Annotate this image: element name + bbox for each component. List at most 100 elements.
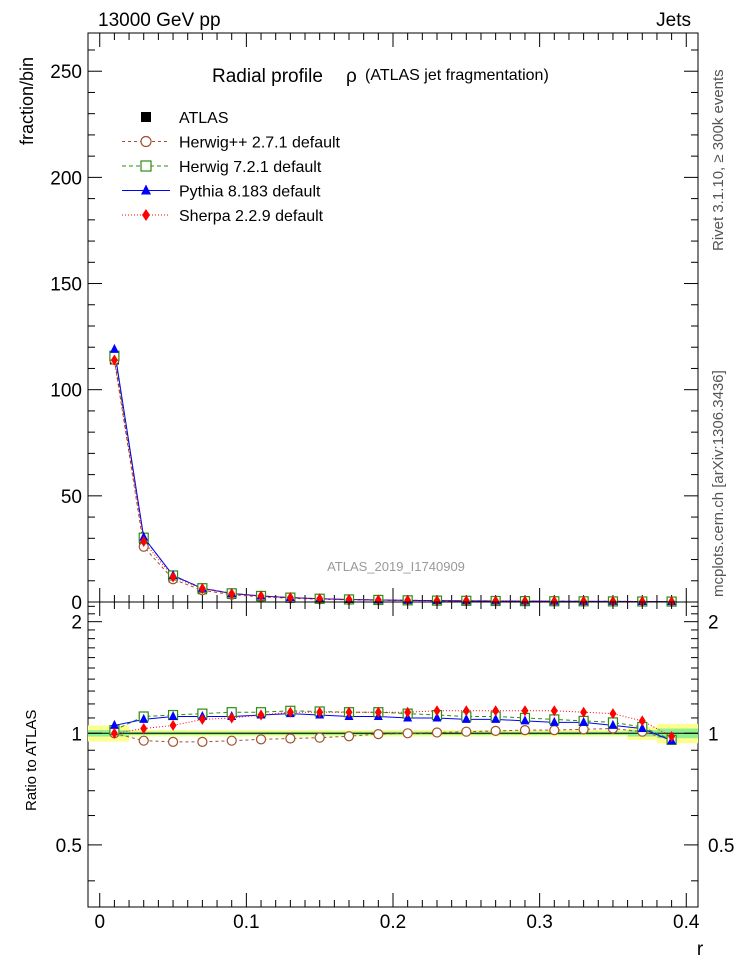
ratio-data-point xyxy=(168,710,178,720)
ratio-data-point xyxy=(461,726,472,737)
ratio-data-point xyxy=(608,719,618,729)
ratio-x-tick-label: 0.1 xyxy=(233,912,259,933)
ratio-data-point xyxy=(520,715,530,725)
main-panel: 0 50 100 150 200 250 Radial profile ρ (ATLAS … xyxy=(17,32,699,614)
ratio-x-tick-label: 0 xyxy=(94,912,105,933)
ratio-x-axis: 0 0.1 0.2 0.3 0.4 xyxy=(94,602,700,933)
main-data-point xyxy=(580,595,588,607)
main-y-tick-label: 200 xyxy=(50,168,82,189)
ratio-data-point xyxy=(198,713,206,725)
ratio-y-tick-label: 2 xyxy=(71,613,82,634)
ratio-data-point xyxy=(169,719,177,731)
main-y-tick-label: 50 xyxy=(61,487,82,508)
main-y-tick-label: 100 xyxy=(50,381,82,402)
ratio-data-point xyxy=(491,713,501,723)
main-series xyxy=(109,343,677,608)
ratio-data-point xyxy=(550,705,558,717)
ratio-series-line xyxy=(114,710,672,737)
ratio-data-point xyxy=(167,736,179,747)
legend-label: Herwig++ 2.7.1 default xyxy=(179,135,341,152)
ratio-data-point xyxy=(286,706,294,718)
main-data-point xyxy=(433,595,441,607)
ratio-x-tick-label: 0.2 xyxy=(380,912,406,933)
legend-marker xyxy=(140,135,152,148)
main-title-suffix: (ATLAS jet fragmentation) xyxy=(365,67,549,84)
main-data-point xyxy=(257,590,265,602)
ratio-data-point xyxy=(490,725,501,736)
legend: ATLAS Herwig++ 2.7.1 default Herwig 7.2.1 … xyxy=(122,110,341,225)
main-y-axis-label: fraction/bin xyxy=(17,57,37,145)
main-y-axis: 0 50 100 150 200 250 xyxy=(50,49,698,614)
ratio-data-point xyxy=(637,723,647,733)
ratio-data-point xyxy=(461,713,471,723)
legend-marker xyxy=(141,112,151,122)
ratio-data-point xyxy=(433,705,441,717)
rivet-version-label: Rivet 3.1.10, ≥ 300k events xyxy=(710,69,727,251)
main-data-point xyxy=(109,343,119,353)
ratio-data-point xyxy=(638,715,646,727)
ratio-data-point xyxy=(579,716,589,726)
main-data-point xyxy=(228,588,236,600)
main-data-point xyxy=(638,595,646,607)
ratio-series xyxy=(109,705,677,747)
ratio-uncertainty-band xyxy=(88,723,698,744)
ratio-data-point xyxy=(138,735,149,746)
main-data-point xyxy=(492,595,500,607)
x-axis-label: r xyxy=(697,939,704,960)
main-data-point xyxy=(404,594,412,606)
mcplots-source-label: mcplots.cern.ch [arXiv:1306.3436] xyxy=(710,370,727,597)
ratio-data-point xyxy=(197,736,208,747)
ratio-y-tick-label-right: 0.5 xyxy=(708,836,734,857)
main-y-tick-label: 250 xyxy=(50,62,82,83)
header-energy: 13000 GeV pp xyxy=(98,10,221,31)
ratio-frame xyxy=(87,601,699,908)
legend-label: ATLAS xyxy=(179,110,229,127)
ratio-data-point xyxy=(139,713,149,723)
main-data-point xyxy=(140,535,148,547)
ratio-data-point xyxy=(580,706,588,718)
analysis-watermark: ATLAS_2019_I1740909 xyxy=(327,559,465,574)
ratio-y-tick-label: 1 xyxy=(71,724,82,745)
main-y-tick-label: 150 xyxy=(50,275,82,296)
ratio-y-tick-label-right: 2 xyxy=(708,613,719,634)
ratio-data-point xyxy=(373,728,384,740)
ratio-y-tick-label: 0.5 xyxy=(56,836,82,857)
ratio-data-point xyxy=(255,734,267,745)
main-data-point xyxy=(374,594,382,606)
ratio-data-point xyxy=(404,706,412,718)
main-data-point xyxy=(550,595,558,607)
ratio-data-point xyxy=(578,724,589,735)
legend-marker xyxy=(142,209,150,221)
ratio-data-point xyxy=(462,705,470,717)
ratio-x-tick-label: 0.3 xyxy=(526,912,552,933)
legend-marker xyxy=(140,160,152,172)
ratio-data-point xyxy=(668,731,676,743)
ratio-y-tick-label-right: 1 xyxy=(708,724,719,745)
main-title-symbol: ρ xyxy=(346,66,357,87)
ratio-data-point xyxy=(519,725,531,736)
ratio-data-point xyxy=(226,735,237,746)
ratio-series-line xyxy=(114,710,672,741)
ratio-data-point xyxy=(257,709,265,721)
ratio-x-tick-label: 0.4 xyxy=(673,912,700,933)
main-title: Radial profile xyxy=(212,66,323,87)
ratio-data-point xyxy=(343,731,355,742)
ratio-data-point xyxy=(549,725,560,736)
main-data-point xyxy=(169,571,177,583)
ratio-data-point xyxy=(609,708,617,720)
ratio-data-point xyxy=(549,716,559,726)
legend-label: Herwig 7.2.1 default xyxy=(179,159,322,176)
legend-label: Sherpa 2.2.9 default xyxy=(179,208,324,225)
ratio-data-point xyxy=(402,728,413,739)
main-data-point xyxy=(521,595,529,607)
main-data-point xyxy=(110,354,118,366)
ratio-data-point xyxy=(431,727,443,738)
main-data-point xyxy=(198,583,206,595)
ratio-data-point xyxy=(228,712,236,724)
ratio-data-point xyxy=(110,727,118,739)
main-y-tick-label: 0 xyxy=(71,593,82,614)
main-data-point xyxy=(286,592,294,604)
ratio-data-point xyxy=(285,733,296,744)
ratio-data-point xyxy=(521,705,529,717)
